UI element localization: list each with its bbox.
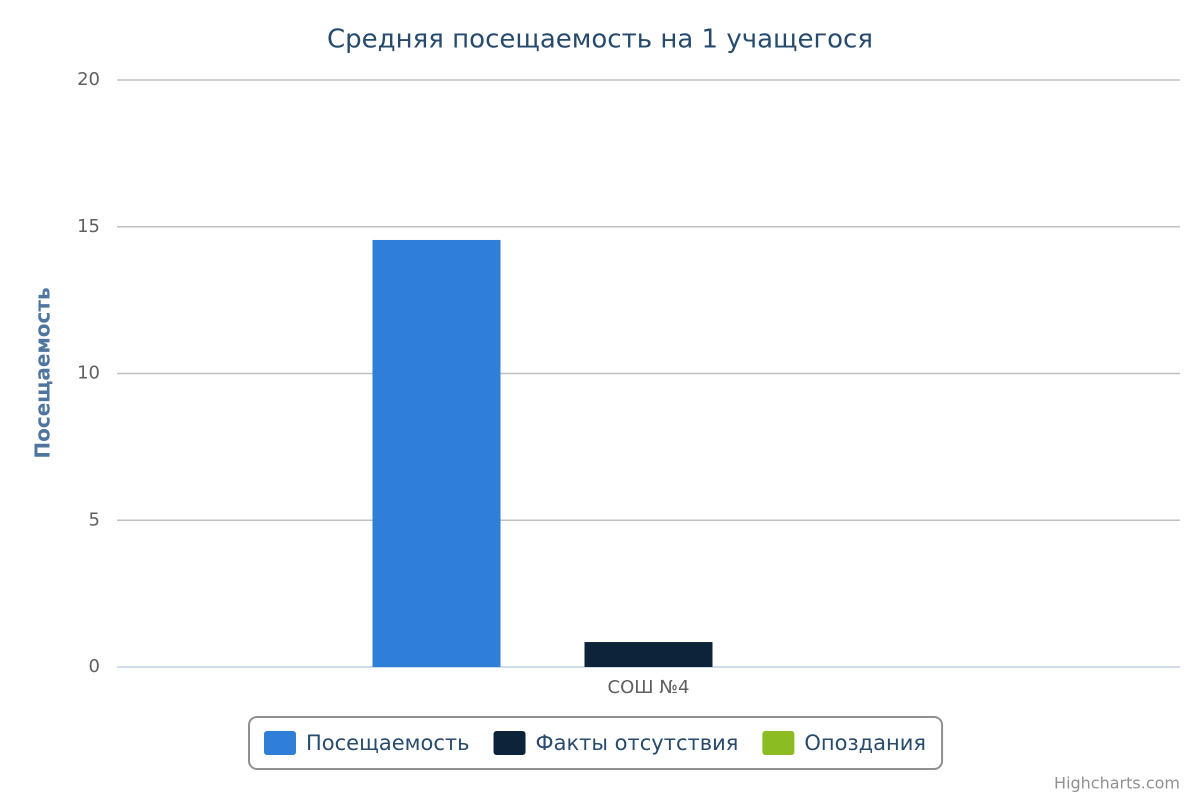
legend-label[interactable]: Факты отсутствия bbox=[536, 731, 739, 755]
x-tick-label: СОШ №4 bbox=[608, 677, 690, 698]
legend-label[interactable]: Посещаемость bbox=[306, 731, 470, 755]
legend-box bbox=[248, 716, 944, 770]
y-tick-label: 0 bbox=[89, 656, 100, 677]
y-tick-label: 10 bbox=[77, 363, 100, 384]
credits[interactable]: Highcharts.com bbox=[1054, 774, 1180, 793]
legend-swatch bbox=[762, 731, 795, 755]
bar bbox=[584, 642, 713, 667]
legend-swatch bbox=[493, 731, 526, 755]
legend-swatch bbox=[264, 731, 296, 755]
bar bbox=[372, 239, 501, 667]
legend-label[interactable]: Опоздания bbox=[804, 731, 926, 755]
y-axis-title: Посещаемость bbox=[31, 287, 55, 458]
y-tick-label: 20 bbox=[77, 69, 100, 90]
y-tick-label: 15 bbox=[77, 216, 100, 237]
y-tick-label: 5 bbox=[89, 509, 100, 530]
chart-title: Средняя посещаемость на 1 учащегося bbox=[327, 25, 873, 55]
